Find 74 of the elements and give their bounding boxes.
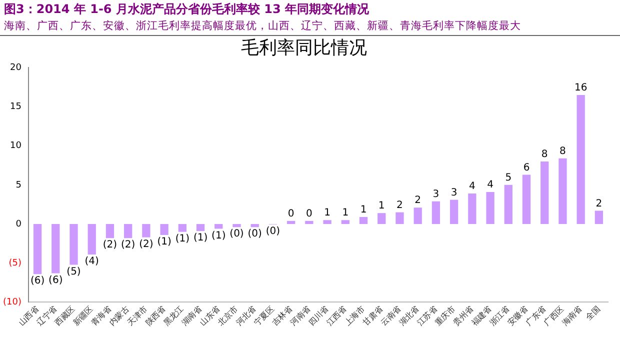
bar <box>359 216 368 224</box>
data-label: 1 <box>378 200 385 212</box>
chart-title: 图3：2014 年 1-6 月水泥产品分省份毛利率较 13 年同期变化情况 <box>3 1 370 18</box>
data-label: 8 <box>541 149 548 160</box>
bar <box>522 174 531 224</box>
bar <box>414 208 422 224</box>
data-label: 2 <box>596 198 602 210</box>
bar <box>70 224 78 265</box>
text: 毛利率同比情况 <box>241 37 367 58</box>
bar <box>594 210 604 224</box>
bar <box>33 224 42 274</box>
bar <box>287 220 296 224</box>
bar <box>305 220 314 224</box>
data-label: (4) <box>84 256 100 268</box>
bar <box>142 224 150 238</box>
data-label: 2 <box>414 195 422 206</box>
bar <box>486 192 494 224</box>
data-label: 16 <box>574 82 588 94</box>
bar <box>558 158 567 224</box>
bar <box>250 224 259 228</box>
data-label: 1 <box>342 208 349 219</box>
bar <box>52 224 60 274</box>
bar <box>124 224 132 238</box>
data-label: 8 <box>560 146 566 157</box>
bar <box>106 224 114 238</box>
bar <box>576 94 585 224</box>
y-tick-label: 5 <box>16 180 22 190</box>
y-tick-label: (10) <box>2 298 22 308</box>
data-label: 3 <box>450 187 458 198</box>
bar <box>323 220 332 224</box>
data-label: (0) <box>230 228 244 240</box>
data-label: 6 <box>523 162 530 174</box>
data-label: 4 <box>487 180 494 191</box>
bar <box>468 194 476 224</box>
data-label: 1 <box>324 208 330 219</box>
bar <box>504 184 512 224</box>
data-label: (6) <box>48 274 63 286</box>
data-label: 3 <box>432 188 440 200</box>
y-tick-label: 0 <box>16 219 22 230</box>
bar <box>450 200 458 224</box>
data-label: 5 <box>505 172 512 184</box>
bar <box>378 213 386 224</box>
bar <box>214 224 223 229</box>
bar <box>88 224 96 255</box>
data-label: (1) <box>175 233 190 244</box>
data-label: (1) <box>157 236 172 248</box>
bar <box>232 224 241 228</box>
data-label: 0 <box>306 208 312 220</box>
data-label: (5) <box>66 266 81 278</box>
data-label: 0 <box>288 208 294 220</box>
data-label: (6) <box>30 276 45 287</box>
x-tick-label: 全国 <box>584 304 602 322</box>
chart-subtitle: 海南、广西、广东、安徽、浙江毛利率提高幅度最优，山西、辽宁、西藏、新疆、青海毛利率下降幅度最大 <box>0 18 620 36</box>
data-label: (2) <box>102 240 118 251</box>
data-label: (0) <box>248 228 262 240</box>
data-label: 1 <box>360 204 367 216</box>
bar <box>178 224 186 232</box>
data-label: (2) <box>139 238 154 250</box>
bar <box>160 224 168 235</box>
data-label: (2) <box>120 240 136 251</box>
data-label: (1) <box>212 230 226 242</box>
y-tick-label: 20 <box>10 62 22 73</box>
bar <box>432 201 440 224</box>
bar <box>341 220 350 224</box>
data-label: 2 <box>396 200 403 211</box>
y-tick-label: 10 <box>10 141 22 152</box>
bar <box>396 212 404 224</box>
y-tick-label: (5) <box>8 258 22 268</box>
data-label: (1) <box>193 232 208 244</box>
data-label: (0) <box>266 226 280 238</box>
y-tick-label: 15 <box>10 102 22 112</box>
bar <box>540 161 549 224</box>
data-label: 4 <box>468 181 476 192</box>
bar <box>196 224 205 232</box>
